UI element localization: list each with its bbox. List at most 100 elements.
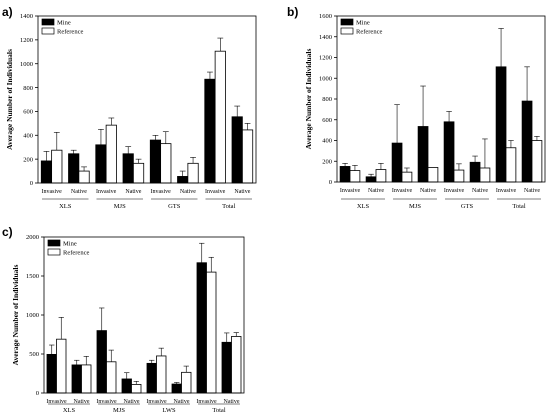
x-tick-label: Invasive	[196, 399, 217, 405]
panel-label: c)	[2, 225, 13, 239]
bar-mine	[231, 116, 243, 184]
y-tick-label: 400	[322, 138, 332, 145]
bar-reference	[132, 162, 145, 184]
y-tick-label: 600	[322, 117, 332, 124]
bar-reference	[453, 169, 465, 183]
legend-label: Mine	[63, 241, 77, 248]
legend-label: Reference	[57, 29, 83, 36]
bar-reference	[214, 50, 226, 184]
bar-reference	[156, 355, 167, 394]
y-tick-label: 500	[29, 351, 39, 358]
panel-label: b)	[287, 5, 298, 19]
bar-reference	[131, 384, 142, 394]
x-tick-label: Invasive	[496, 188, 517, 194]
bar-mine	[122, 153, 134, 184]
x-tick-label: Invasive	[96, 189, 117, 195]
x-tick-label: Native	[420, 188, 436, 194]
plot-frame	[43, 236, 245, 394]
bar-reference	[78, 170, 90, 184]
y-tick-label: 600	[23, 109, 33, 116]
y-tick-label: 1200	[319, 55, 332, 62]
bar-mine	[196, 262, 207, 394]
bar-mine	[339, 166, 351, 183]
chart-panel-3: c) Average Number of Individuals 0 500 1000 1…	[2, 225, 245, 414]
bar-reference	[349, 170, 361, 183]
bar-mine	[121, 378, 132, 394]
bar-mine	[149, 139, 162, 184]
bar-mine	[391, 142, 403, 183]
x-tick-label: Native	[174, 399, 190, 405]
group-label: MJS	[113, 407, 125, 414]
legend-swatch-mine	[47, 239, 61, 247]
y-tick-label: 1200	[20, 37, 33, 44]
bar-reference	[206, 271, 217, 394]
y-tick-label: 800	[322, 96, 332, 103]
group-label: LWS	[162, 407, 176, 414]
legend-swatch-reference	[340, 27, 354, 35]
legend-label: Mine	[356, 20, 370, 27]
y-tick-label: 0	[329, 179, 332, 186]
group-label: XLS	[59, 203, 72, 210]
chart-panel-2: b) Average Number of Individuals 0 200 400 60…	[287, 5, 546, 210]
x-tick-label: Native	[234, 189, 250, 195]
x-tick-label: Native	[472, 188, 488, 194]
y-tick-label: 2000	[26, 234, 39, 241]
bar-mine	[177, 176, 189, 184]
x-tick-label: Invasive	[392, 188, 413, 194]
bar-mine	[95, 144, 107, 184]
legend-swatch-mine	[41, 18, 55, 26]
y-tick-label: 1600	[319, 13, 332, 20]
x-tick-label: Native	[124, 399, 140, 405]
x-tick-label: Invasive	[150, 189, 171, 195]
x-tick-label: Invasive	[205, 189, 226, 195]
bar-reference	[375, 169, 387, 183]
bar-mine	[469, 161, 481, 183]
y-tick-label: 0	[30, 180, 33, 187]
bar-reference	[231, 336, 242, 394]
bar-mine	[40, 160, 53, 184]
legend-label: Reference	[63, 250, 89, 257]
group-label: XLS	[63, 407, 76, 414]
y-tick-label: 400	[23, 132, 33, 139]
panel-label: a)	[2, 5, 13, 19]
y-tick-label: 1000	[26, 312, 39, 319]
bar-reference	[81, 364, 92, 394]
bar-reference	[479, 167, 491, 183]
bar-reference	[56, 338, 67, 394]
bar-mine	[68, 153, 80, 184]
bar-mine	[221, 341, 232, 394]
x-tick-label: Invasive	[340, 188, 361, 194]
bar-mine	[443, 121, 455, 183]
y-tick-label: 200	[322, 158, 332, 165]
group-label: GTS	[168, 203, 181, 210]
y-tick-label: 1400	[319, 34, 332, 41]
y-tick-label: 800	[23, 85, 33, 92]
group-label: Total	[212, 407, 225, 414]
bar-reference	[51, 149, 63, 184]
y-axis-label: Average Number of Individuals	[5, 49, 14, 150]
group-label: Total	[222, 203, 235, 210]
y-tick-label: 1400	[20, 13, 33, 20]
x-tick-label: Native	[524, 188, 540, 194]
x-tick-label: Native	[125, 189, 141, 195]
bar-reference	[427, 167, 439, 183]
bar-reference	[187, 162, 199, 184]
bar-mine	[521, 100, 533, 183]
legend-swatch-mine	[340, 18, 354, 26]
bar-mine	[365, 176, 377, 183]
legend-label: Reference	[356, 29, 382, 36]
x-tick-label: Invasive	[444, 188, 465, 194]
bar-reference	[106, 361, 117, 394]
x-tick-label: Native	[368, 188, 384, 194]
x-tick-label: Native	[224, 399, 240, 405]
x-tick-label: Invasive	[96, 399, 117, 405]
bar-reference	[531, 140, 543, 183]
y-tick-label: 200	[23, 156, 33, 163]
legend-swatch-reference	[47, 248, 61, 256]
bar-mine	[46, 353, 57, 394]
x-tick-label: Native	[74, 399, 90, 405]
group-label: Total	[512, 203, 525, 210]
bar-reference	[160, 143, 172, 184]
bar-mine	[171, 383, 182, 394]
y-axis-label: Average Number of Individuals	[304, 49, 313, 150]
